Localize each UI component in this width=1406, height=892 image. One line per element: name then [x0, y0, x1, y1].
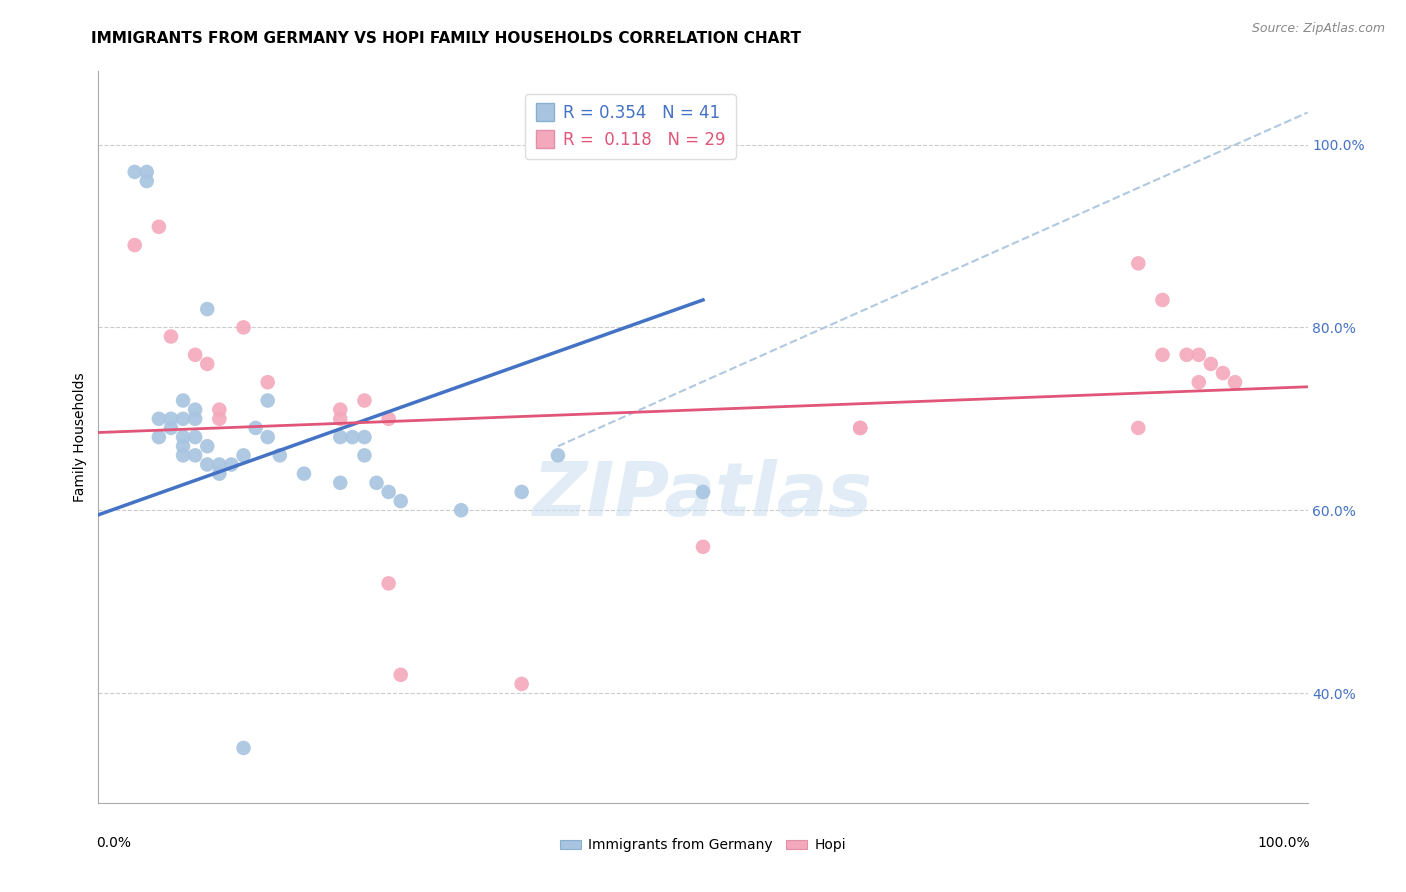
Point [232, 448, 254, 462]
Point [1188, 376, 1211, 390]
Point [148, 219, 170, 234]
Point [366, 475, 388, 490]
Point [1128, 256, 1150, 270]
Point [1152, 348, 1174, 362]
Text: 0.0%: 0.0% [96, 836, 131, 850]
Legend: Immigrants from Germany, Hopi: Immigrants from Germany, Hopi [554, 833, 852, 858]
Point [172, 448, 194, 462]
Point [256, 393, 278, 408]
Point [692, 540, 714, 554]
Point [172, 393, 194, 408]
Point [195, 439, 218, 453]
Point [849, 421, 872, 435]
Point [849, 421, 872, 435]
Point [195, 458, 218, 472]
Point [256, 376, 278, 390]
Point [245, 421, 267, 435]
Point [184, 430, 207, 444]
Point [377, 576, 399, 591]
Point [135, 165, 157, 179]
Point [1152, 293, 1174, 307]
Point [148, 412, 170, 426]
Point [208, 458, 231, 472]
Point [172, 430, 194, 444]
Point [353, 448, 375, 462]
Point [148, 430, 170, 444]
Point [1128, 421, 1150, 435]
Point [160, 329, 183, 343]
Point [269, 448, 291, 462]
Text: IMMIGRANTS FROM GERMANY VS HOPI FAMILY HOUSEHOLDS CORRELATION CHART: IMMIGRANTS FROM GERMANY VS HOPI FAMILY H… [91, 31, 801, 46]
Point [172, 412, 194, 426]
Point [377, 485, 399, 500]
Point [208, 412, 231, 426]
Point [1188, 348, 1211, 362]
Point [292, 467, 315, 481]
Point [1199, 357, 1222, 371]
Point [1175, 348, 1198, 362]
Point [195, 301, 218, 317]
Point [547, 448, 569, 462]
Point [342, 430, 364, 444]
Point [353, 393, 375, 408]
Point [184, 448, 207, 462]
Text: Source: ZipAtlas.com: Source: ZipAtlas.com [1251, 22, 1385, 36]
Point [692, 485, 714, 500]
Point [208, 402, 231, 417]
Point [184, 402, 207, 417]
Point [124, 238, 146, 252]
Text: ZIPatlas: ZIPatlas [533, 459, 873, 533]
Point [329, 430, 352, 444]
Point [160, 421, 183, 435]
Point [232, 320, 254, 334]
Point [184, 348, 207, 362]
Point [256, 430, 278, 444]
Point [124, 165, 146, 179]
Point [184, 412, 207, 426]
Point [1223, 376, 1246, 390]
Point [208, 467, 231, 481]
Point [389, 667, 412, 681]
Point [329, 412, 352, 426]
Point [377, 412, 399, 426]
Point [232, 740, 254, 755]
Y-axis label: Family Households: Family Households [73, 372, 87, 502]
Point [195, 357, 218, 371]
Point [510, 485, 533, 500]
Point [1212, 366, 1234, 380]
Point [510, 677, 533, 691]
Point [160, 412, 183, 426]
Point [329, 402, 352, 417]
Point [135, 174, 157, 188]
Point [353, 430, 375, 444]
Text: 100.0%: 100.0% [1257, 836, 1310, 850]
Point [221, 458, 243, 472]
Point [172, 439, 194, 453]
Point [450, 503, 472, 517]
Point [329, 475, 352, 490]
Point [389, 494, 412, 508]
